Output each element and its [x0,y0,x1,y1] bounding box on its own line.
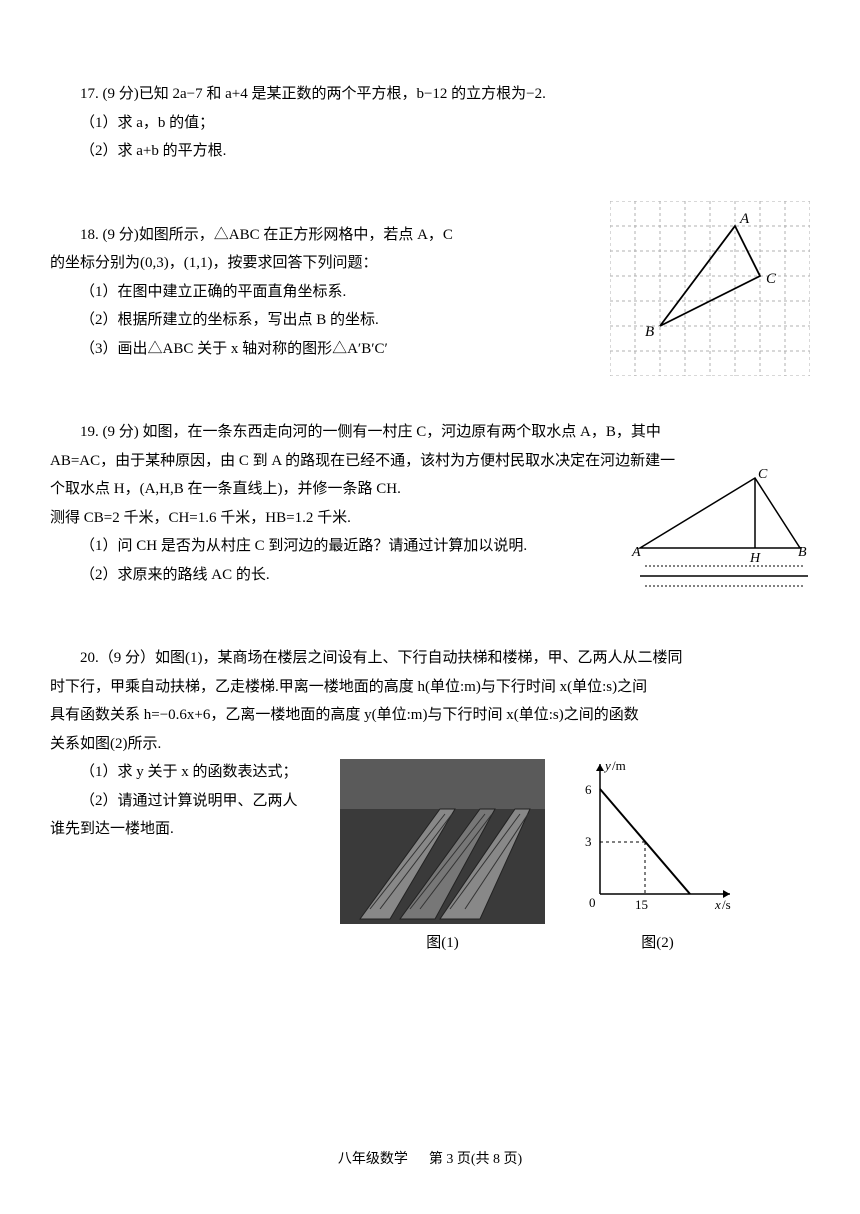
q19-stem1: 19. (9 分) 如图，在一条东西走向河的一侧有一村庄 C，河边原有两个取水点… [50,418,810,447]
label-C: C [766,271,777,287]
svg-text:6: 6 [585,782,592,797]
problem-18: A C B 18. (9 分)如图所示，△ABC 在正方形网格中，若点 A，C … [50,221,810,364]
footer-subject: 八年级数学 [338,1152,408,1167]
footer-page: 第 3 页(共 8 页) [429,1152,522,1167]
q20-stem3: 具有函数关系 h=−0.6x+6，乙离一楼地面的高度 y(单位:m)与下行时间 … [50,701,810,730]
q17-sub1: （1）求 a，b 的值； [50,109,810,138]
q18-sub2: （2）根据所建立的坐标系，写出点 B 的坐标. [50,306,570,335]
q18-stem1: 18. (9 分)如图所示，△ABC 在正方形网格中，若点 A，C [50,221,570,250]
svg-text:x: x [714,897,721,912]
svg-text:/s: /s [722,897,731,912]
fig1-label: 图(1) [340,929,545,958]
q18-figure: A C B [610,201,810,376]
q19-figure: A H B C [630,468,810,598]
svg-text:H: H [749,551,761,566]
q18-sub3: （3）画出△ABC 关于 x 轴对称的图形△A′B′C′ [50,335,570,364]
q17-stem: 17. (9 分)已知 2a−7 和 a+4 是某正数的两个平方根，b−12 的… [50,80,810,109]
q20-stem1: 20.（9 分）如图(1)，某商场在楼层之间设有上、下行自动扶梯和楼梯，甲、乙两… [50,644,810,673]
q19-stem3: 个取水点 H，(A,H,B 在一条直线上)，并修一条路 CH. [50,475,610,504]
svg-text:3: 3 [585,834,592,849]
svg-text:y: y [603,758,611,773]
q20-fig2-chart: 6 3 0 15 y /m x /s 图(2) [575,754,740,958]
svg-text:/m: /m [612,758,626,773]
fig2-label: 图(2) [575,929,740,958]
escalator-photo [340,759,545,924]
label-A: A [739,211,750,227]
q20-figures: 图(1) 6 3 0 15 y /m x /s 图(2) [340,754,810,958]
svg-text:A: A [631,545,641,560]
q20-stem2: 时下行，甲乘自动扶梯，乙走楼梯.甲离一楼地面的高度 h(单位:m)与下行时间 x… [50,673,810,702]
q19-sub1: （1）问 CH 是否为从村庄 C 到河边的最近路？请通过计算加以说明. [50,532,610,561]
q18-sub1: （1）在图中建立正确的平面直角坐标系. [50,278,570,307]
page-footer: 八年级数学 第 3 页(共 8 页) [0,1147,860,1174]
svg-text:B: B [798,545,807,560]
label-B: B [645,324,654,340]
q20-fig1: 图(1) [340,759,545,958]
problem-19: A H B C 19. (9 分) 如图，在一条东西走向河的一侧有一村庄 C，河… [50,418,810,589]
svg-text:0: 0 [589,895,596,910]
q18-stem2: 的坐标分别为(0,3)，(1,1)，按要求回答下列问题： [50,249,570,278]
problem-17: 17. (9 分)已知 2a−7 和 a+4 是某正数的两个平方根，b−12 的… [50,80,810,166]
q17-sub2: （2）求 a+b 的平方根. [50,137,810,166]
svg-text:C: C [758,468,768,482]
svg-text:15: 15 [635,897,648,912]
problem-20: 20.（9 分）如图(1)，某商场在楼层之间设有上、下行自动扶梯和楼梯，甲、乙两… [50,644,810,958]
